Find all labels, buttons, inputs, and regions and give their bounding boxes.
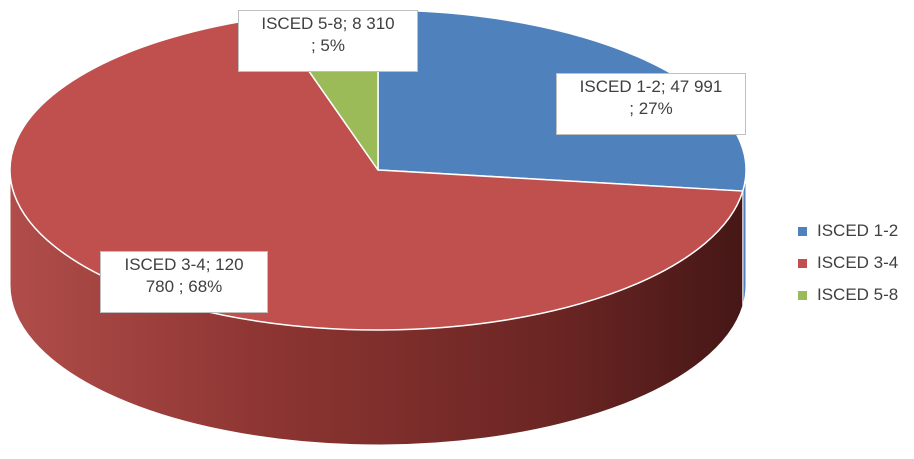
chart-legend: ISCED 1-2 ISCED 3-4 ISCED 5-8 xyxy=(798,215,898,311)
legend-swatch xyxy=(798,290,807,300)
legend-label: ISCED 3-4 xyxy=(817,253,899,272)
legend-label: ISCED 5-8 xyxy=(817,285,899,304)
legend-item: ISCED 5-8 xyxy=(798,279,898,311)
legend-item: ISCED 3-4 xyxy=(798,247,898,279)
data-label-isced-1-2: ISCED 1-2; 47 991 ; 27% xyxy=(556,73,746,135)
data-label-isced-3-4: ISCED 3-4; 120 780 ; 68% xyxy=(100,251,268,313)
legend-label: ISCED 1-2 xyxy=(817,221,899,240)
data-label-isced-5-8: ISCED 5-8; 8 310 ; 5% xyxy=(238,10,418,72)
legend-item: ISCED 1-2 xyxy=(798,215,898,247)
legend-swatch xyxy=(798,226,807,236)
legend-swatch xyxy=(798,258,807,268)
